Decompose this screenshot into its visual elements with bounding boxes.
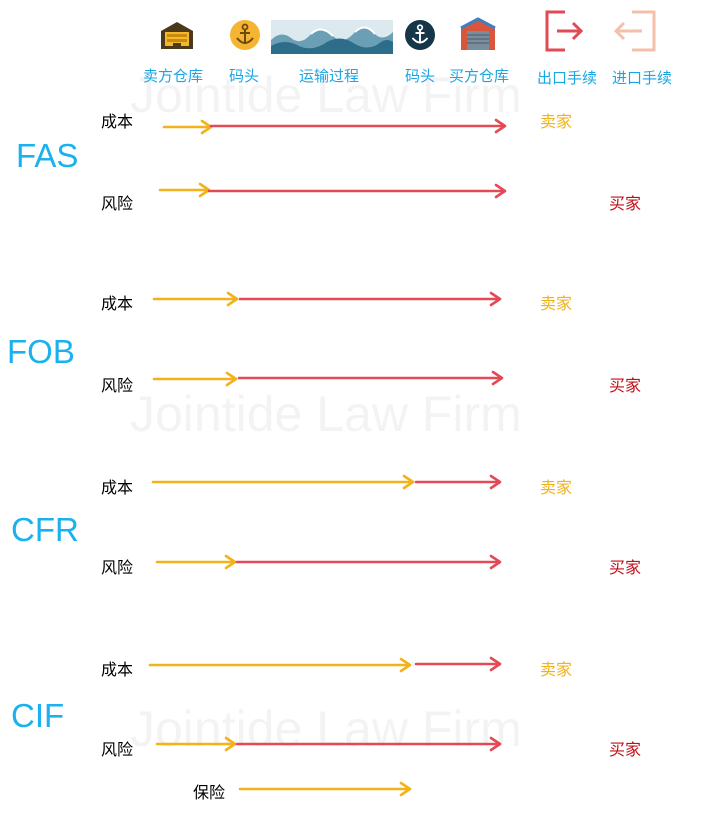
- anchor-icon: [405, 20, 435, 50]
- header-label-port: 码头: [229, 67, 260, 85]
- term-cfr: CFR: [11, 511, 79, 548]
- party-buyer-label: 买家: [609, 194, 642, 213]
- cfr-risk-buyer-arrow: [235, 554, 502, 570]
- fob-cost-seller-arrow: [152, 291, 239, 307]
- ocean-waves-icon: [271, 20, 393, 54]
- header-label-export-clearance: 出口手续: [537, 69, 598, 87]
- fas-risk-buyer-arrow: [207, 183, 507, 199]
- cfr-cost-buyer-arrow: [414, 474, 502, 490]
- party-buyer-label: 买家: [609, 376, 642, 395]
- cfr-risk-seller-arrow: [155, 554, 237, 570]
- cif-cost-seller-arrow: [148, 657, 412, 673]
- header-label-seller-warehouse: 卖方仓库: [143, 67, 204, 85]
- row-label-insurance: 保险: [193, 783, 226, 802]
- row-label-risk: 风险: [101, 740, 134, 759]
- fob-risk-buyer-arrow: [237, 370, 504, 386]
- watermark: Jointide Law Firm: [130, 385, 522, 443]
- party-seller-label: 卖家: [540, 294, 573, 313]
- header-label-port: 码头: [405, 67, 436, 85]
- warehouse-icon: [161, 22, 193, 49]
- export-icon: [545, 10, 584, 52]
- watermark: Jointide Law Firm: [130, 700, 522, 758]
- fas-cost-seller-arrow: [162, 119, 213, 135]
- cif-risk-seller-arrow: [155, 736, 237, 752]
- term-cif: CIF: [11, 697, 65, 734]
- cif-cost-buyer-arrow: [414, 656, 502, 672]
- party-buyer-label: 买家: [609, 740, 642, 759]
- term-fob: FOB: [7, 333, 75, 370]
- cif-insurance-seller-arrow: [238, 781, 412, 797]
- row-label-cost: 成本: [101, 660, 134, 679]
- party-seller-label: 卖家: [540, 660, 573, 679]
- party-seller-label: 卖家: [540, 478, 573, 497]
- row-label-cost: 成本: [101, 294, 134, 313]
- fas-cost-buyer-arrow: [209, 118, 507, 134]
- fob-risk-seller-arrow: [152, 371, 238, 387]
- anchor-icon: [230, 20, 260, 50]
- party-seller-label: 卖家: [540, 112, 573, 131]
- party-buyer-label: 买家: [609, 558, 642, 577]
- row-label-risk: 风险: [101, 376, 134, 395]
- import-icon: [613, 10, 656, 52]
- header-label-transport: 运输过程: [299, 67, 360, 85]
- fob-cost-buyer-arrow: [238, 291, 502, 307]
- row-label-cost: 成本: [101, 478, 134, 497]
- fas-risk-seller-arrow: [158, 182, 211, 198]
- header-label-buyer-warehouse: 买方仓库: [449, 67, 510, 85]
- header-label-import-clearance: 进口手续: [612, 69, 673, 87]
- term-fas: FAS: [16, 137, 79, 174]
- row-label-cost: 成本: [101, 112, 134, 131]
- row-label-risk: 风险: [101, 194, 134, 213]
- warehouse-icon: [460, 17, 496, 50]
- row-label-risk: 风险: [101, 558, 134, 577]
- cfr-cost-seller-arrow: [151, 474, 415, 490]
- watermark: Jointide Law Firm: [130, 66, 522, 124]
- cif-risk-buyer-arrow: [235, 736, 502, 752]
